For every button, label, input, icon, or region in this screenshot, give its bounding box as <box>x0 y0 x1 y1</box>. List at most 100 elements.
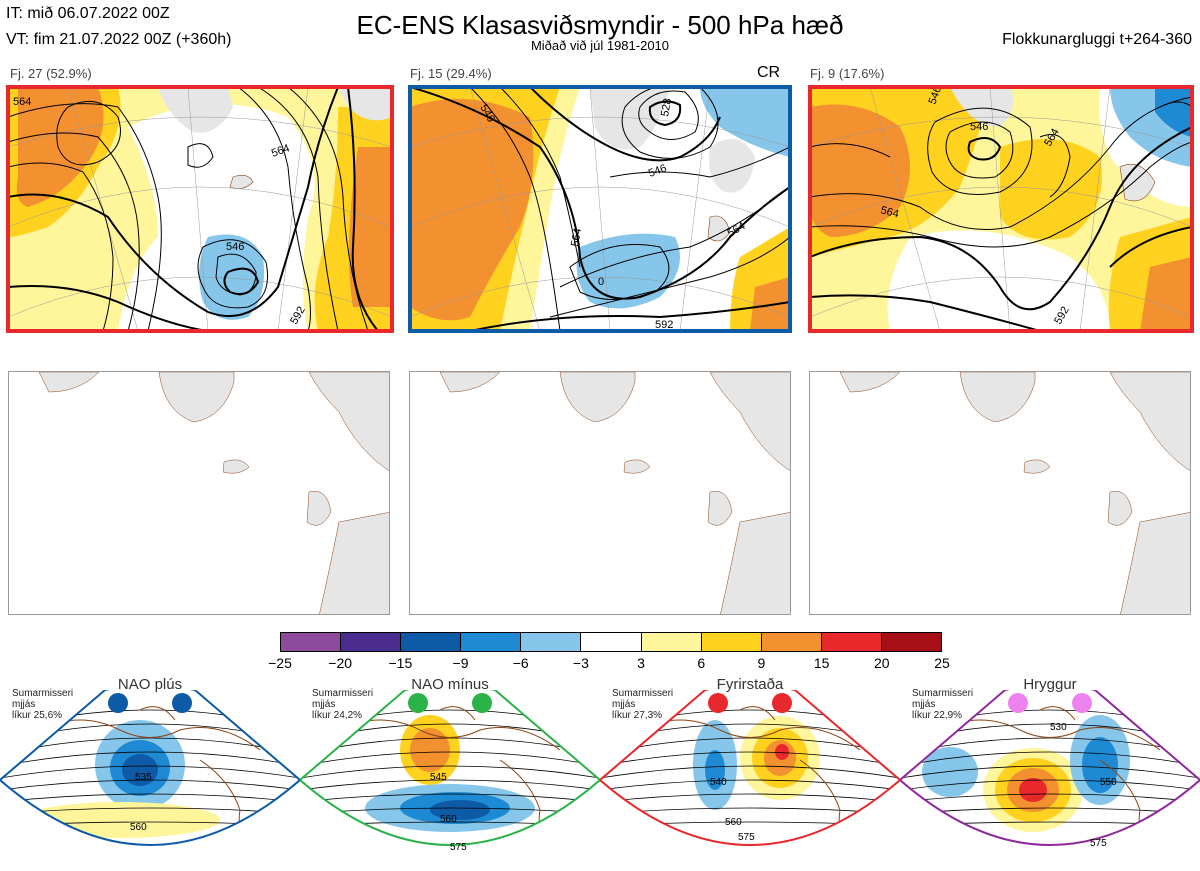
regime-marker-dot <box>408 693 428 713</box>
regime-info-line: Sumarmisseri <box>912 688 974 699</box>
cluster-1-map: 564 546 564 592 <box>8 87 392 331</box>
regime-frame <box>300 690 600 846</box>
colorbar <box>280 632 942 652</box>
regime-info-line: mjjás <box>312 699 336 710</box>
regime-contour-label: 530 <box>1050 722 1067 733</box>
colorbar-tick-label: 6 <box>697 655 706 671</box>
regime-marker-dot <box>772 693 792 713</box>
colorbar-segment <box>460 633 521 651</box>
cluster-2-contour-label: 528 <box>659 97 674 117</box>
regime-frame <box>900 690 1200 846</box>
regime-frame <box>0 690 300 846</box>
height-contour <box>900 751 1200 767</box>
regime-info: Sumarmisseri mjjás líkur 22,9% <box>912 688 973 721</box>
colorbar-tick-label: −25 <box>268 655 292 671</box>
height-contour <box>300 751 600 767</box>
regime-marker-dot <box>172 693 192 713</box>
colorbar-tick-label: 15 <box>813 655 830 671</box>
cluster-1-label: Fj. 27 (52.9%) <box>10 66 92 81</box>
anomaly-blob <box>20 802 220 838</box>
regime-title: NAO plús <box>117 676 183 693</box>
classification-window: Flokkunargluggi t+264-360 <box>1002 31 1192 48</box>
colorbar-segment <box>880 633 942 651</box>
anomaly-blob <box>430 800 490 820</box>
colorbar-tick-label: −15 <box>388 655 413 671</box>
regime-title: Fyrirstaða <box>716 676 784 693</box>
regime-map: 545 560 575 <box>300 690 600 853</box>
regime-contour-label: 560 <box>440 814 457 825</box>
height-contour <box>600 793 900 803</box>
colorbar-segment <box>520 633 581 651</box>
coastline <box>39 706 261 845</box>
height-contour <box>300 779 600 791</box>
cluster-2-contour-label: 0 <box>598 276 604 288</box>
cluster-2-map: 546 564 528 546 564 0 592 <box>410 87 790 331</box>
regime-marker-dot <box>472 693 492 713</box>
colorbar-tick-label: 3 <box>637 655 645 671</box>
regime-contour-label: 560 <box>130 822 147 833</box>
coastline <box>339 706 561 845</box>
regime-info-line: líkur 24,2% <box>312 710 363 721</box>
anomaly-blob <box>1082 737 1118 793</box>
colorbar-segment <box>580 633 641 651</box>
cluster-2-regime-tag: CR <box>757 64 781 81</box>
coastline <box>939 706 1161 845</box>
regime-contour-label: 560 <box>725 817 742 828</box>
cluster-2-contour-label: 546 <box>647 162 668 180</box>
regime-marker-dot <box>1072 693 1092 713</box>
regime-frame <box>600 690 900 846</box>
empty-map-3 <box>809 371 1191 615</box>
regime-contour-label: 575 <box>450 842 467 853</box>
height-contour <box>600 751 900 767</box>
regime-info-line: mjjás <box>612 699 636 710</box>
colorbar-segment <box>700 633 761 651</box>
cluster-3-map: 546 564 546 564 592 <box>810 87 1192 331</box>
regime-info-line: Sumarmisseri <box>612 688 674 699</box>
regime-info-line: mjjás <box>12 699 36 710</box>
colorbar-tick-label: −20 <box>328 655 353 671</box>
height-contour <box>0 751 300 767</box>
page-subtitle: Miðað við júl 1981-2010 <box>530 38 670 53</box>
cluster-2-frame <box>408 85 792 333</box>
regime-info-line: Sumarmisseri <box>12 688 74 699</box>
cluster-1-contour-label: 546 <box>226 241 244 253</box>
colorbar-segment <box>400 633 461 651</box>
colorbar-segment <box>340 633 401 651</box>
cluster-2-label: Fj. 15 (29.4%) <box>410 66 492 81</box>
anomaly-blob <box>122 754 158 786</box>
regime-contour-label: 575 <box>1090 838 1107 849</box>
regime-info-line: mjjás <box>912 699 936 710</box>
cluster-1-contour-label: 564 <box>13 96 31 108</box>
regime-contour-label: 575 <box>738 832 755 843</box>
colorbar-tick-label: −9 <box>452 655 469 671</box>
height-contour <box>300 793 600 803</box>
empty-map-1 <box>8 371 390 615</box>
regime-title: NAO mínus <box>411 676 489 693</box>
regime-map: 535 560 <box>0 690 300 846</box>
cluster-2-contour-label: 592 <box>655 319 673 331</box>
cluster-3-frame <box>808 85 1194 333</box>
height-contour <box>900 765 1200 779</box>
regime-marker-dot <box>708 693 728 713</box>
regime-info-line: líkur 27,3% <box>612 710 663 721</box>
regime-marker-dot <box>108 693 128 713</box>
colorbar-segment <box>760 633 821 651</box>
height-contour <box>900 793 1200 803</box>
regime-map: 540 560 575 <box>600 690 900 846</box>
regime-contour-label: 540 <box>710 777 727 788</box>
regime-contour-label: 535 <box>135 772 152 783</box>
regime-title: Hryggur <box>1023 676 1077 693</box>
colorbar-segment <box>820 633 881 651</box>
regime-info-line: líkur 22,9% <box>912 710 963 721</box>
height-contour <box>300 765 600 779</box>
colorbar-tick-label: −6 <box>512 655 529 671</box>
regime-marker-dot <box>1008 693 1028 713</box>
regime-info: Sumarmisseri mjjás líkur 24,2% <box>312 688 373 721</box>
anomaly-blob <box>1014 858 1046 870</box>
cluster-1-frame <box>6 85 394 333</box>
height-contour <box>900 779 1200 791</box>
anomaly-blob <box>1019 778 1047 802</box>
colorbar-segment <box>281 633 341 651</box>
regime-info: Sumarmisseri mjjás líkur 27,3% <box>612 688 673 721</box>
height-contour <box>600 765 900 779</box>
